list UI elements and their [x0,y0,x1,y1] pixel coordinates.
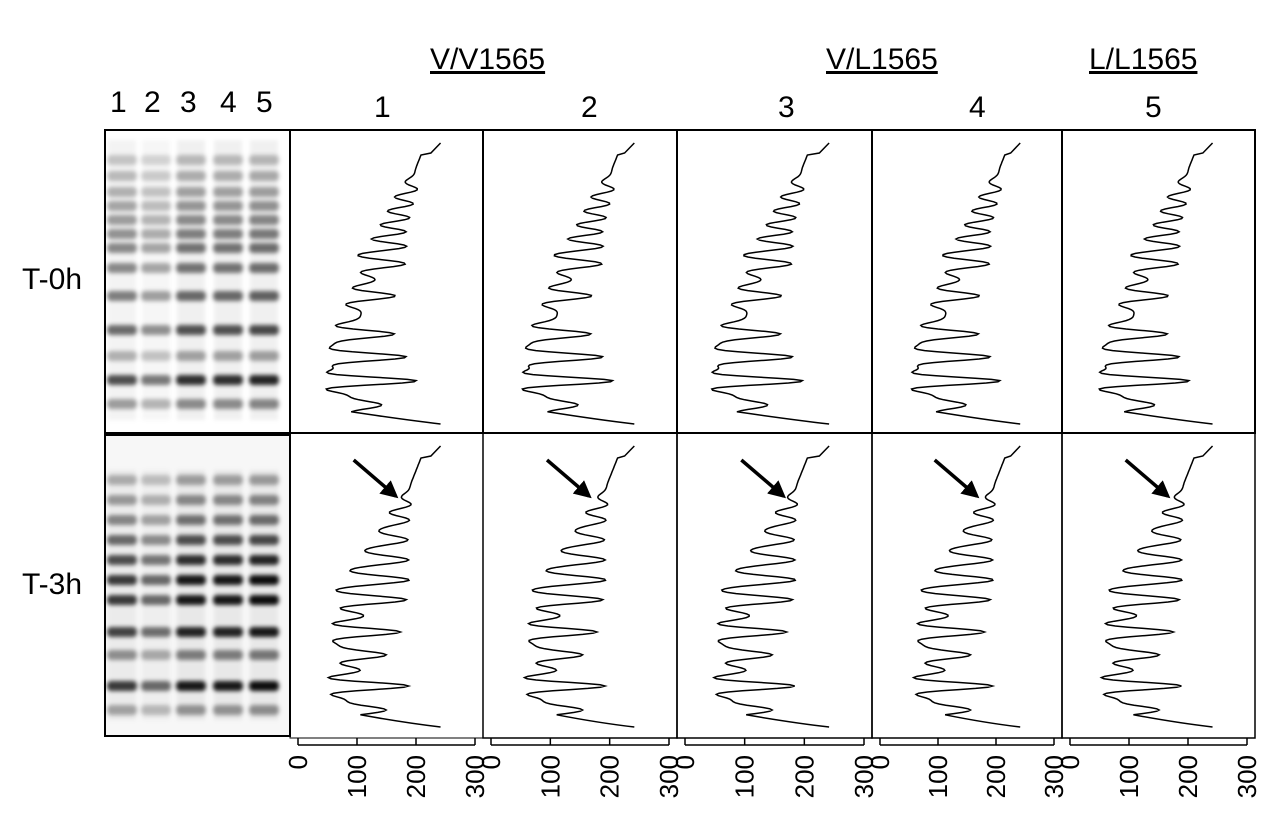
density-trace [710,142,830,425]
axis-tick-label: 100 [923,755,953,798]
trace-panel-frames [289,129,1256,739]
gel-lane-number: 3 [180,86,197,119]
gel-image-t0h [104,129,291,434]
gel-image-t3h [104,434,291,737]
axis-tick-label: 300 [849,755,879,798]
axis-tick-label: 100 [1114,755,1144,798]
axis-tick-label: 300 [460,755,490,798]
gel-lane-number: 5 [256,86,273,119]
axis-tick-label: 0 [283,755,313,769]
trace-lane-number: 4 [969,91,986,124]
density-trace [1098,142,1214,425]
axis-tick-label: 0 [670,755,700,769]
axis-tick-label: 200 [401,755,431,798]
band-shift-arrows [352,458,1171,499]
axis-tick-label: 100 [535,755,565,798]
trace-lane-number: 3 [778,91,795,124]
arrow-icon [545,458,592,499]
axis-tick-label: 0 [1055,755,1085,769]
axis-tick-label: 200 [595,755,625,798]
densitometry-traces [325,142,1214,728]
arrow-icon [352,458,399,499]
axis-tick-label: 0 [865,755,895,769]
density-trace [911,445,1021,728]
arrow-icon [1124,458,1171,499]
genotype-header-vl: V/L1565 [826,43,938,76]
axis-tick-label: 300 [654,755,684,798]
gel-lane-number: 1 [110,86,127,119]
genotype-header-vv: V/V1565 [430,43,546,76]
arrow-icon [740,458,787,499]
genotype-header-ll: L/L1565 [1089,43,1198,76]
axis-tick-label: 100 [342,755,372,798]
density-trace [521,142,635,425]
density-trace [910,142,1021,425]
axis-tick-label: 200 [789,755,819,798]
gel-lane-number: 2 [144,86,161,119]
time-label-0h: T-0h [22,263,83,296]
arrow-icon [933,458,980,499]
density-trace [522,445,635,728]
density-trace [325,142,442,425]
axis-tick-label: 200 [1173,755,1203,798]
gel-lane-number: 4 [220,86,237,119]
axis-tick-label: 300 [1039,755,1069,798]
time-label-3h: T-3h [22,568,83,601]
density-trace [1099,445,1214,728]
axis-tick-label: 0 [476,755,506,769]
trace-lane-number: 2 [581,91,598,124]
density-trace [326,445,442,728]
trace-lane-number: 5 [1145,91,1162,124]
density-trace [711,445,830,728]
axis-tick-label: 200 [981,755,1011,798]
axis-tick-label: 300 [1232,755,1262,798]
axis-tick-label: 100 [730,755,760,798]
trace-lane-number: 1 [374,91,391,124]
